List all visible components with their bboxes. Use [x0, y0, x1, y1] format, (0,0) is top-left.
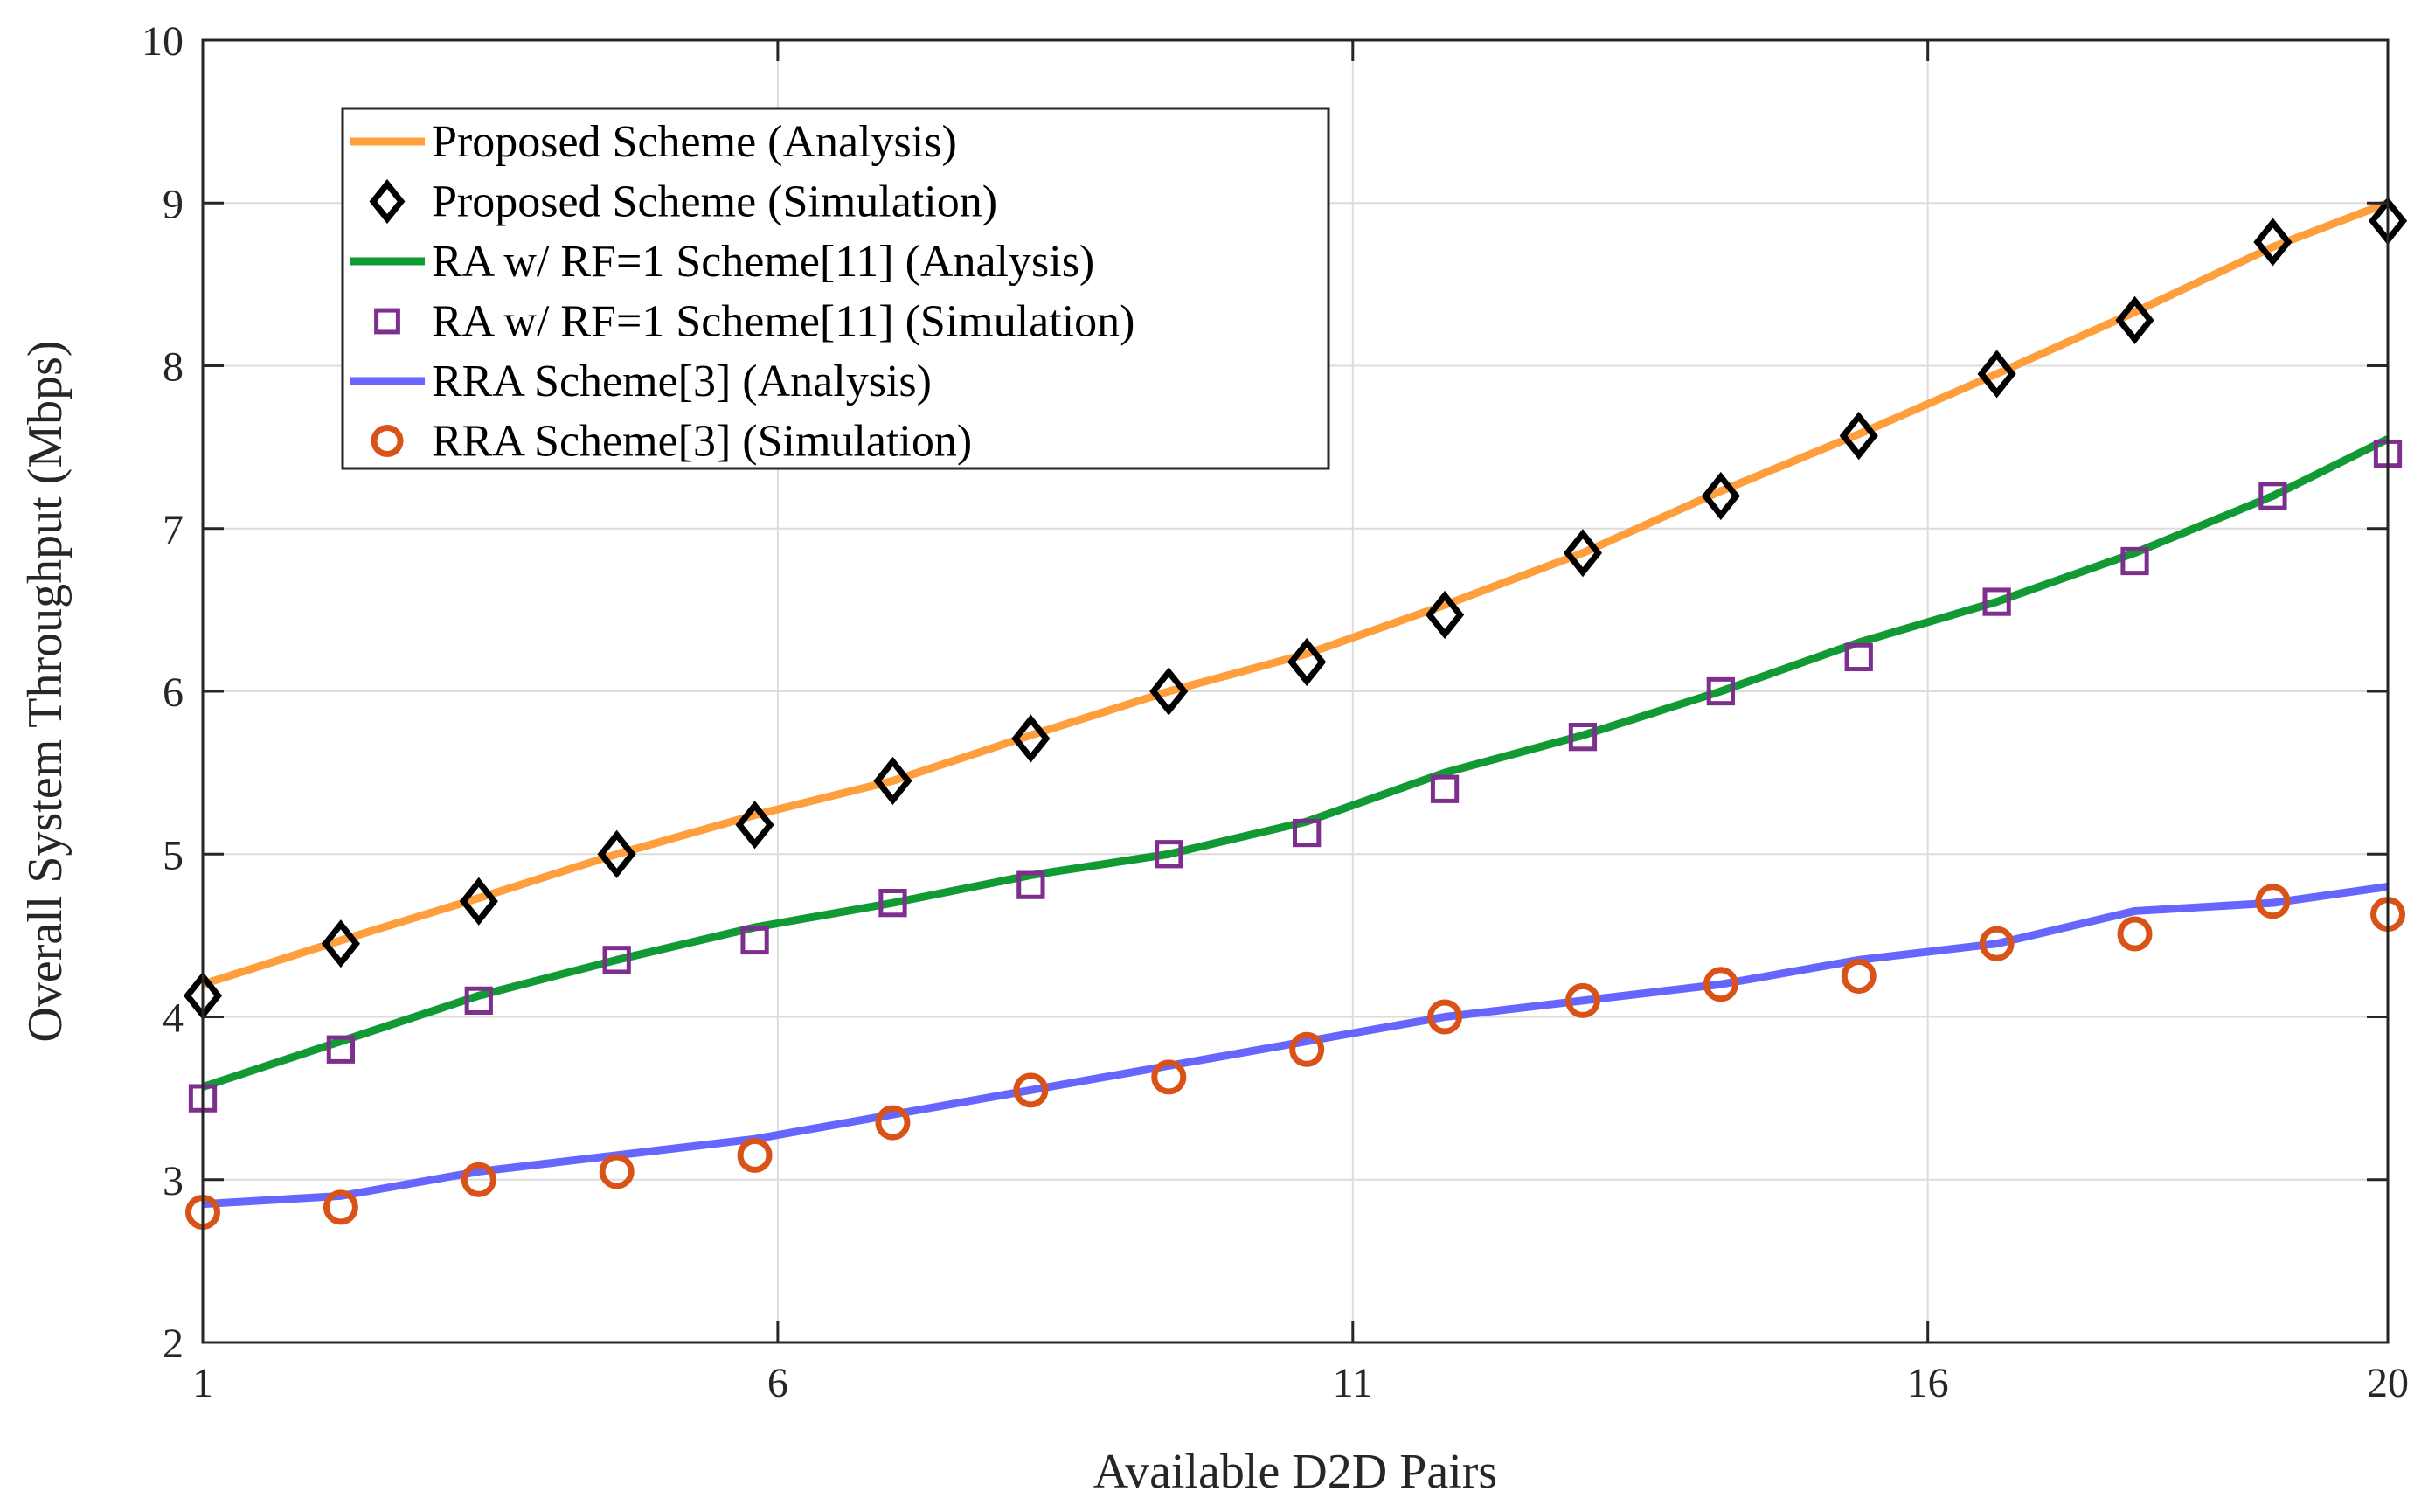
legend-entry-label: RRA Scheme[3] (Simulation) — [432, 417, 972, 467]
y-tick-label: 4 — [163, 995, 184, 1042]
series-6-circle-point — [2255, 884, 2291, 919]
series-6-circle-point — [1151, 1059, 1187, 1095]
y-tick-label: 9 — [163, 181, 184, 227]
legend-entry-label: RA w/ RF=1 Scheme[11] (Analysis) — [432, 237, 1094, 287]
legend-entry-label: Proposed Scheme (Simulation) — [432, 177, 997, 227]
series-2-diamond-point — [321, 919, 360, 968]
series-4-square-point — [740, 926, 769, 955]
x-tick-label: 20 — [2367, 1360, 2409, 1406]
y-tick-label: 7 — [163, 507, 184, 553]
series-2-diamond-point — [1701, 471, 1740, 521]
series-6-circle-point — [875, 1105, 911, 1141]
series-6-circle-point — [737, 1137, 773, 1173]
x-axis-label: Available D2D Pairs — [1093, 1445, 1497, 1499]
series-2-diamond-point — [1287, 637, 1327, 687]
series-2-diamond-point — [735, 801, 774, 850]
series-line-1 — [201, 199, 2390, 988]
series-6-circle-point — [1564, 982, 1600, 1018]
series-4-square-point — [326, 1035, 356, 1064]
x-tick-label: 1 — [192, 1360, 213, 1406]
legend-square-swatch — [374, 308, 400, 335]
y-tick-label: 10 — [142, 18, 184, 65]
series-6-circle-point — [461, 1162, 496, 1197]
series-2-diamond-point — [597, 829, 636, 878]
legend-circle-swatch — [371, 425, 404, 457]
series-line-5 — [202, 883, 2389, 1209]
series-4-square-point — [1844, 642, 1873, 672]
series-markers — [183, 197, 2408, 1230]
series-4-square-point — [1568, 723, 1598, 752]
series-4-square-point — [1293, 818, 1322, 848]
series-6-circle-point — [599, 1154, 635, 1189]
series-2-diamond-point — [2253, 218, 2293, 267]
series-2-diamond-point — [1563, 529, 1603, 578]
legend-entry-label: RA w/ RF=1 Scheme[11] (Simulation) — [432, 297, 1134, 347]
legend-entry-label: Proposed Scheme (Analysis) — [432, 117, 957, 167]
series-4-square-point — [1016, 870, 1045, 899]
y-tick-label: 6 — [163, 669, 184, 716]
y-tick-label: 2 — [163, 1321, 184, 1367]
series-6-circle-point — [1013, 1072, 1049, 1108]
series-6-circle-point — [1703, 967, 1738, 1002]
series-6-circle-point — [1289, 1031, 1325, 1067]
series-4-square-point — [1430, 774, 1460, 803]
legend-diamond-swatch — [369, 178, 406, 225]
y-tick-label: 8 — [163, 344, 184, 391]
series-6-circle-point — [1427, 999, 1463, 1035]
series-6-circle-point — [323, 1189, 358, 1225]
series-4-square-point — [1706, 676, 1735, 706]
y-tick-label: 5 — [163, 832, 184, 878]
series-4-square-point — [878, 888, 907, 918]
series-2-diamond-point — [2115, 295, 2154, 344]
series-4-square-point — [464, 986, 493, 1016]
series-4-square-point — [2120, 546, 2149, 576]
ticks — [201, 38, 2390, 1344]
series-2-diamond-point — [459, 877, 498, 926]
series-6-circle-point — [2117, 916, 2153, 952]
legend-entry-label: RRA Scheme[3] (Analysis) — [432, 357, 932, 406]
series-2-diamond-point — [1839, 411, 1878, 461]
series-2-diamond-point — [1977, 350, 2016, 399]
series-6-circle-point — [1979, 926, 2015, 961]
x-tick-label: 11 — [1333, 1360, 1373, 1406]
series-4-square-point — [2258, 482, 2287, 510]
series-4-square-point — [602, 946, 631, 974]
legend: Proposed Scheme (Analysis) Proposed Schem… — [341, 107, 1330, 470]
series-6-circle-point — [1841, 958, 1877, 994]
x-tick-label: 16 — [1907, 1360, 1949, 1406]
legend-box — [341, 107, 1330, 470]
series-2-diamond-point — [1149, 667, 1189, 716]
x-tick-label: 6 — [767, 1360, 788, 1406]
series-4-square-point — [1155, 840, 1183, 869]
series-4-square-point — [1982, 587, 2011, 616]
series-2-diamond-point — [1011, 714, 1051, 763]
series-2-diamond-point — [873, 756, 912, 806]
series-2-diamond-point — [1425, 590, 1465, 640]
y-axis-label: Overall System Throughput (Mbps) — [18, 340, 73, 1042]
y-tick-label: 3 — [163, 1158, 184, 1204]
